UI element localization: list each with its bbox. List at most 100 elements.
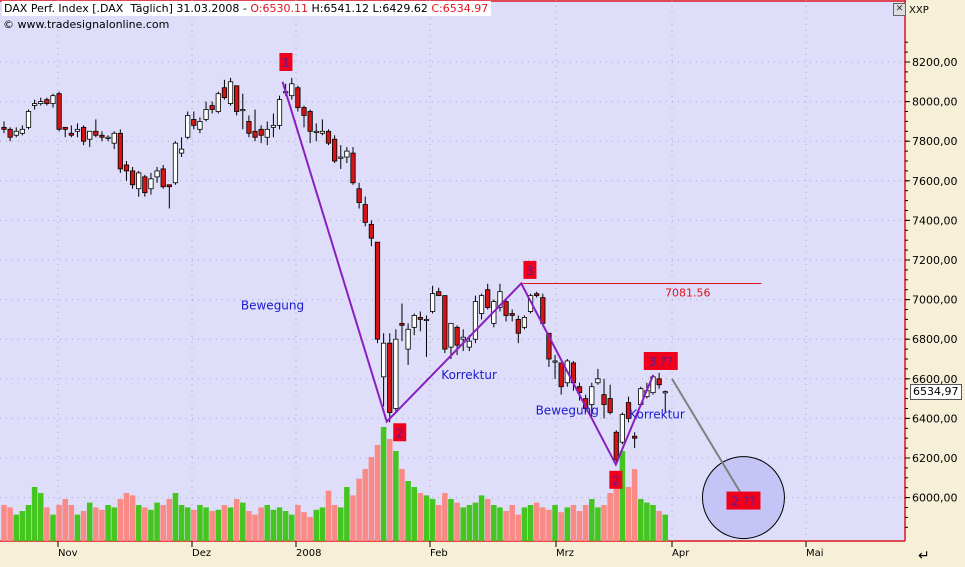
- volume-bar: [240, 502, 246, 541]
- wave-label-box: [279, 53, 293, 71]
- volume-bar: [25, 505, 32, 541]
- candle-body: [472, 301, 479, 340]
- wave-annotation: Korrektur: [629, 407, 685, 421]
- y-tick-label: 7600,00: [912, 175, 958, 188]
- volume-bar: [68, 505, 75, 541]
- candle-body: [399, 322, 405, 326]
- wave-label: 3 ??: [649, 355, 673, 369]
- volume-bar: [74, 514, 81, 541]
- candle-body: [307, 111, 313, 132]
- candle-body: [423, 318, 430, 321]
- candle-body: [344, 150, 350, 158]
- volume-bar: [601, 505, 607, 541]
- candle-body: [258, 128, 264, 136]
- candle-body: [619, 414, 625, 443]
- wave-label-box: [643, 351, 678, 370]
- volume-bar: [160, 505, 166, 541]
- resize-corner-icon[interactable]: ↵: [918, 548, 930, 564]
- volume-bar: [589, 499, 595, 541]
- volume-bar: [527, 505, 534, 541]
- candle-body: [295, 87, 301, 108]
- candle-body: [197, 121, 203, 130]
- volume-bar: [472, 502, 479, 541]
- volume-bar: [625, 487, 632, 541]
- volume-bar: [13, 514, 20, 541]
- candle-body: [7, 128, 13, 138]
- x-tick-label: Dez: [192, 548, 211, 559]
- volume-bar: [325, 490, 332, 541]
- candle-body: [393, 338, 399, 409]
- volume-bar: [411, 487, 417, 541]
- close-icon[interactable]: ✕: [893, 3, 906, 16]
- candle-body: [387, 342, 393, 413]
- volume-bar: [374, 445, 381, 541]
- candle-body: [454, 326, 460, 346]
- volume-bar: [1, 505, 7, 541]
- volume-bar: [227, 507, 234, 541]
- volume-bar: [521, 507, 528, 541]
- candle-body: [172, 142, 179, 184]
- volume-bar: [233, 499, 240, 541]
- x-tick-label: 2008: [296, 548, 321, 559]
- candle-body: [160, 168, 166, 188]
- volume-bar: [307, 517, 313, 541]
- volume-bar: [405, 481, 411, 541]
- volume-bar: [650, 505, 656, 541]
- volume-bar: [154, 502, 160, 541]
- volume-bar: [19, 511, 26, 541]
- candle-body: [203, 109, 209, 120]
- volume-bar: [631, 469, 638, 541]
- candle-body: [332, 138, 338, 162]
- candle-body: [595, 378, 601, 384]
- volume-bar: [246, 511, 252, 541]
- x-tick-label: Mai: [806, 548, 824, 559]
- volume-bar: [105, 505, 111, 541]
- candle-body: [534, 293, 540, 297]
- y-tick-label: 6400,00: [912, 412, 958, 425]
- volume-bar: [546, 509, 552, 541]
- candle-body: [154, 170, 160, 178]
- volume-bar: [460, 507, 466, 541]
- volume-bar: [356, 478, 362, 541]
- candle-body: [301, 107, 307, 116]
- volume-bar: [564, 507, 571, 541]
- candle-body: [289, 83, 295, 97]
- volume-bar: [552, 505, 558, 541]
- candle-body: [485, 289, 491, 308]
- volume-bar: [215, 509, 222, 541]
- candle-body: [62, 126, 68, 130]
- candle-body: [381, 342, 387, 378]
- candle-body: [374, 241, 381, 340]
- y-tick-label: 6800,00: [912, 333, 958, 346]
- candle-body: [546, 332, 552, 360]
- candle-body: [448, 322, 454, 348]
- volume-bar: [142, 507, 148, 541]
- volume-bar: [252, 514, 258, 541]
- wave-label: 2 ??: [731, 495, 755, 509]
- volume-bar: [478, 495, 485, 541]
- candle-body: [350, 152, 356, 184]
- wave-annotation: Korrektur: [441, 368, 497, 382]
- candle-body: [178, 148, 185, 154]
- candle-body: [276, 99, 283, 126]
- volume-bar: [491, 505, 497, 541]
- candle-body: [68, 132, 74, 136]
- wave-line: [281, 81, 655, 467]
- candle-body: [356, 188, 362, 203]
- plot-area: [0, 0, 905, 541]
- volume-bar: [582, 505, 589, 541]
- candle-body: [601, 394, 607, 405]
- candle-body: [129, 170, 136, 186]
- volume-bar: [123, 493, 130, 541]
- volume-bar: [362, 469, 369, 541]
- y-tick-label: 8000,00: [912, 96, 958, 109]
- open-value: O:6530.11: [250, 2, 309, 15]
- candle-body: [123, 164, 130, 172]
- candle-body: [227, 81, 234, 104]
- volume-bar: [613, 475, 620, 541]
- volume-bar: [454, 502, 460, 541]
- volume-bar: [619, 451, 626, 541]
- volume-bar: [44, 507, 50, 541]
- candle-body: [552, 360, 558, 363]
- volume-bar: [50, 514, 56, 541]
